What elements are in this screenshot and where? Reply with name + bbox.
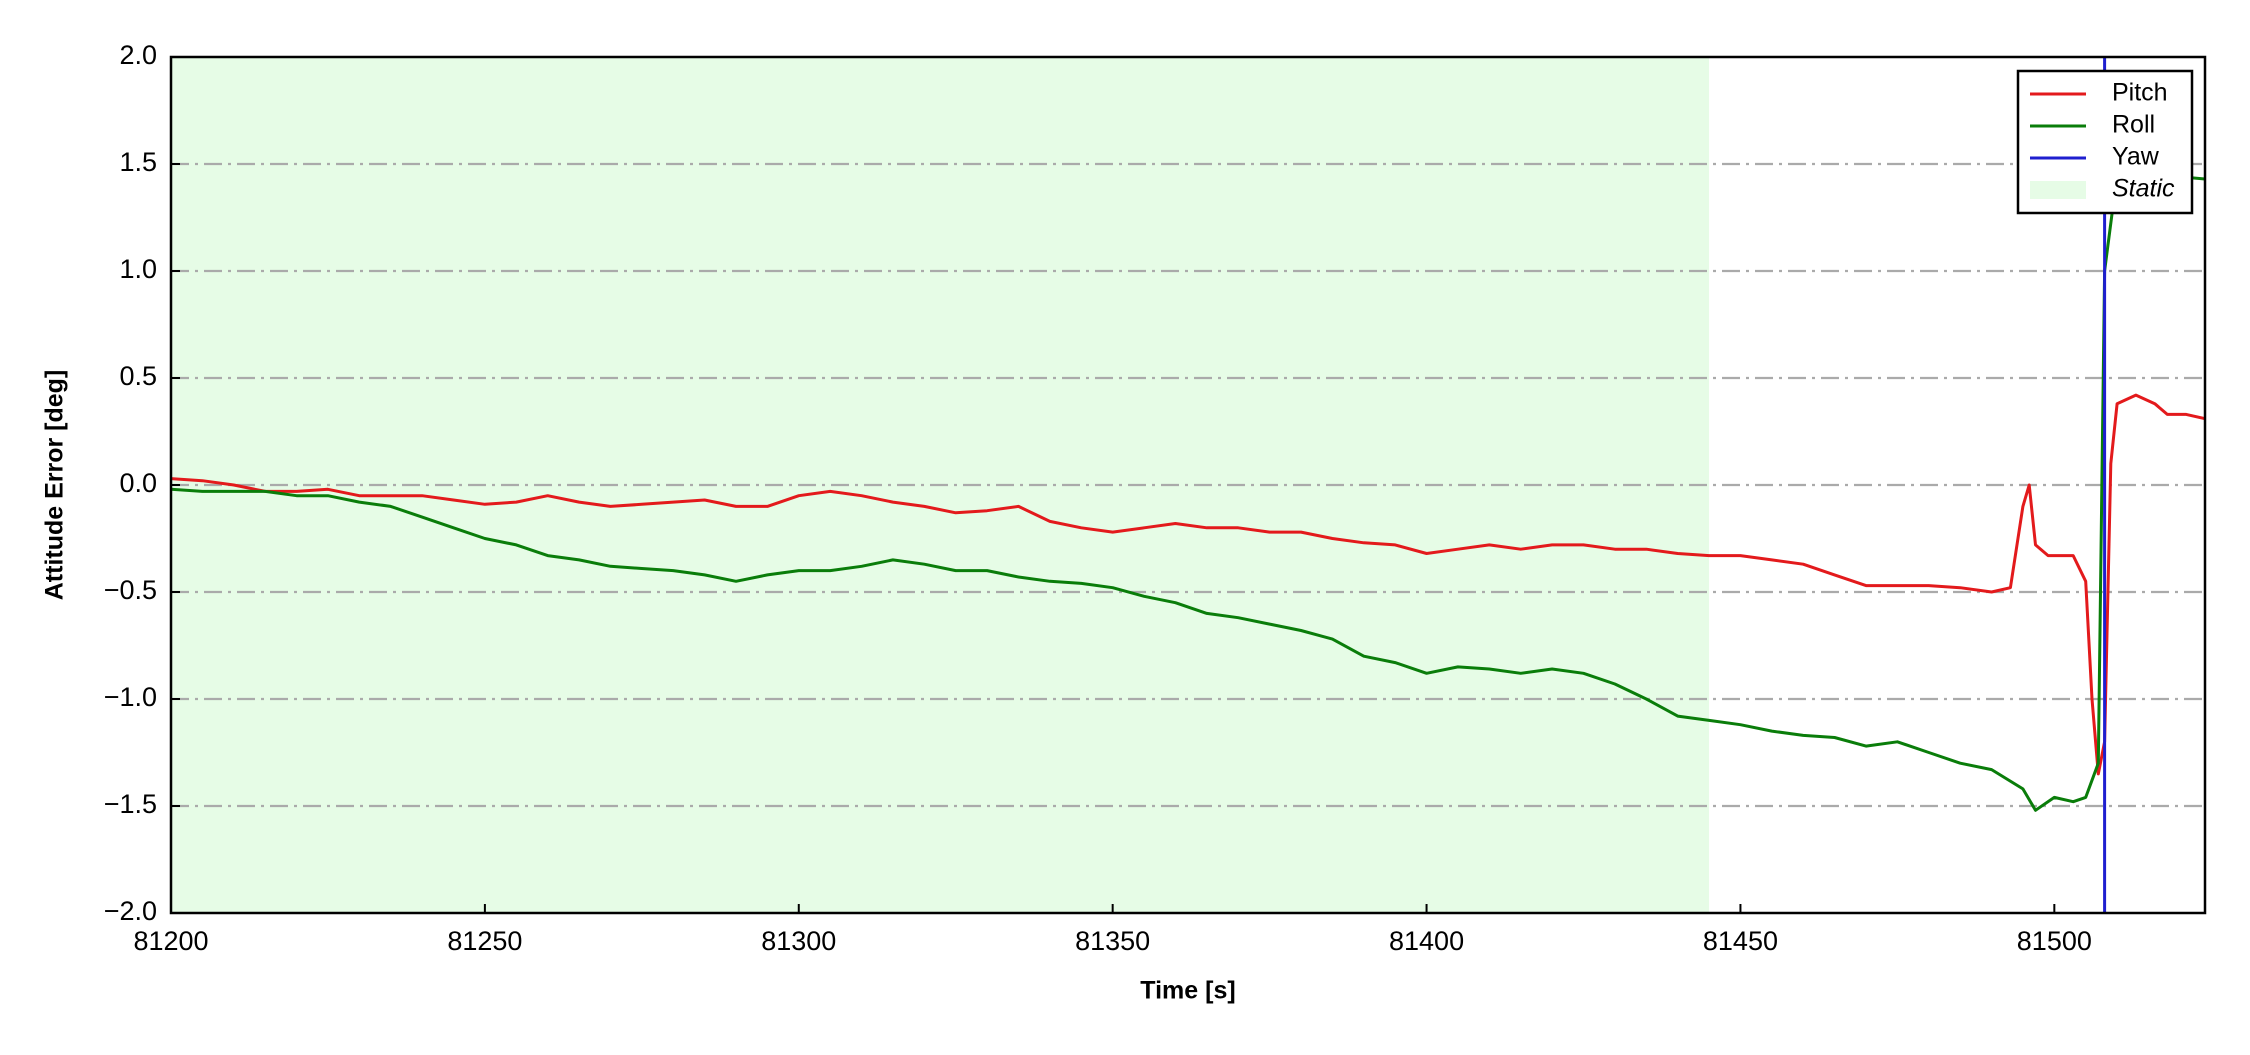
x-tick-label: 81400 [1389, 926, 1464, 956]
legend-label: Pitch [2112, 79, 2168, 107]
y-tick-label: −1.0 [104, 682, 157, 712]
x-tick-label: 81450 [1703, 926, 1778, 956]
x-tick-label: 81500 [2017, 926, 2092, 956]
legend-label: Static [2112, 175, 2175, 203]
x-tick-label: 81200 [133, 926, 208, 956]
y-tick-label: 1.0 [119, 254, 157, 284]
y-tick-label: −0.5 [104, 575, 157, 605]
x-tick-label: 81250 [447, 926, 522, 956]
legend-label: Roll [2112, 111, 2155, 139]
x-axis-label: Time [s] [1140, 977, 1235, 1005]
y-tick-label: −2.0 [104, 896, 157, 926]
y-axis-label: Attitude Error [deg] [41, 370, 69, 601]
y-tick-label: −1.5 [104, 789, 157, 819]
y-tick-label: 1.5 [119, 147, 157, 177]
y-tick-label: 0.0 [119, 468, 157, 498]
y-tick-label: 0.5 [119, 361, 157, 391]
legend-label: Yaw [2112, 143, 2160, 171]
series-line [171, 168, 2205, 812]
legend-swatch [2030, 181, 2086, 199]
x-tick-label: 81300 [761, 926, 836, 956]
y-tick-label: 2.0 [119, 40, 157, 70]
x-tick-label: 81350 [1075, 926, 1150, 956]
series-line [171, 393, 2205, 776]
